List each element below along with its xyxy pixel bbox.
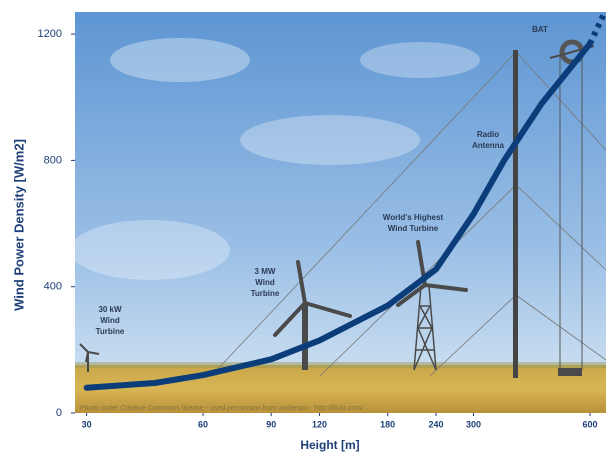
annotation: Turbine xyxy=(251,289,280,298)
annotation: Radio xyxy=(477,130,499,139)
y-tick-label: 0 xyxy=(56,407,62,419)
y-tick-label: 1200 xyxy=(38,28,62,40)
data-line xyxy=(83,40,593,391)
annotation: 3 MW xyxy=(255,267,276,276)
y-tick-label: 400 xyxy=(44,281,62,293)
background-photo xyxy=(70,12,606,413)
x-tick-label: 240 xyxy=(428,419,443,429)
x-tick-label: 30 xyxy=(82,419,92,429)
x-tick-label: 120 xyxy=(312,419,327,429)
annotation: BAT xyxy=(532,25,548,34)
annotation: Antenna xyxy=(472,141,505,150)
x-tick-label: 600 xyxy=(582,419,597,429)
illustrations xyxy=(79,39,606,378)
annotation: Turbine xyxy=(96,327,125,336)
x-tick-label: 60 xyxy=(198,419,208,429)
x-tick-label: 180 xyxy=(380,419,395,429)
x-axis-title: Height [m] xyxy=(300,438,359,452)
y-tick-label: 800 xyxy=(44,154,62,166)
annotation: Wind xyxy=(100,316,120,325)
photo-credit: Photo under Creative Commons license - u… xyxy=(80,405,363,412)
annotation: World's Highest xyxy=(383,213,444,222)
x-tick-label: 90 xyxy=(266,419,276,429)
y-axis-title: Wind Power Density [W/m2] xyxy=(11,139,26,311)
annotation: 30 kW xyxy=(98,305,122,314)
annotation: Wind Turbine xyxy=(388,224,439,233)
annotation: Wind xyxy=(255,278,275,287)
x-tick-label: 300 xyxy=(466,419,481,429)
